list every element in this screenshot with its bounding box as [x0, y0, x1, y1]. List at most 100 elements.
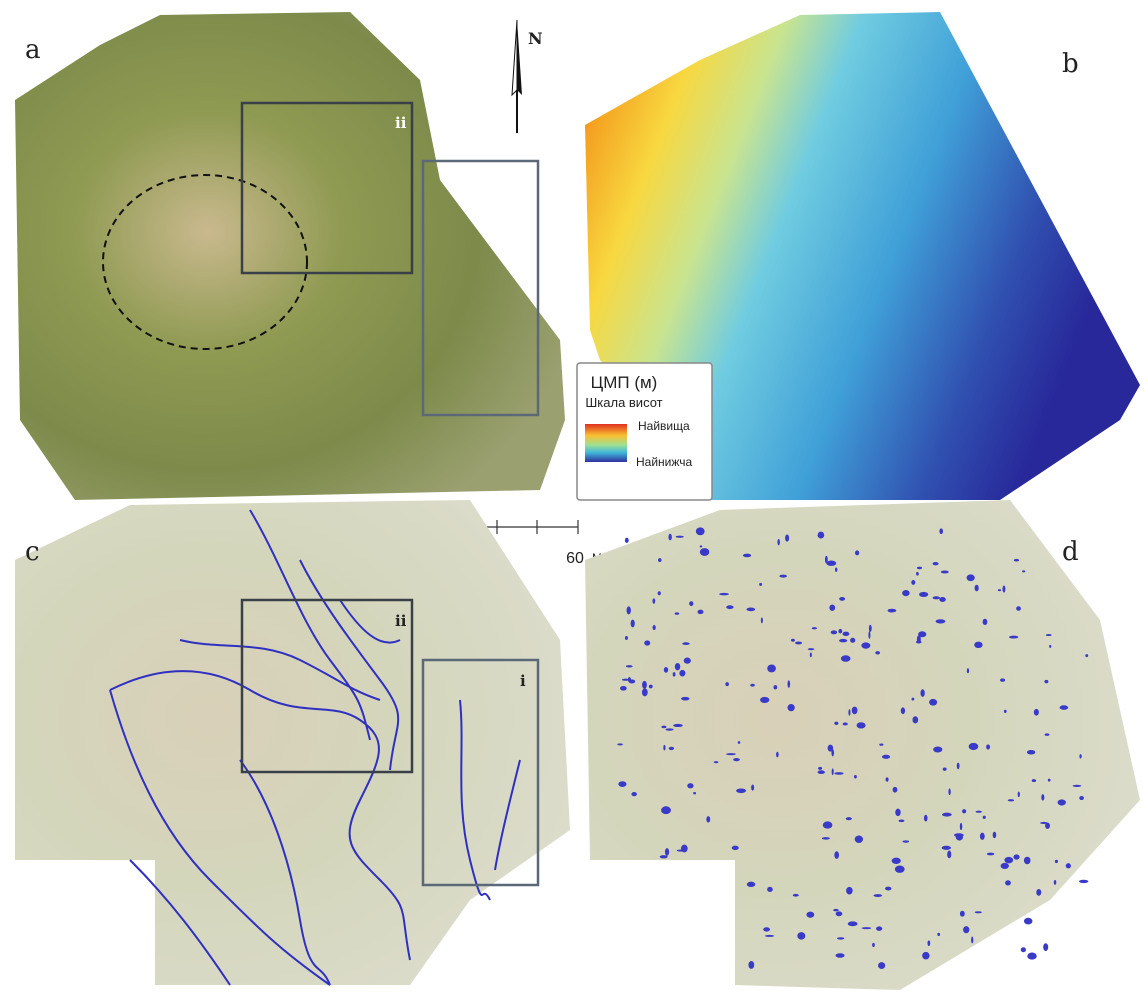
water-spot: [684, 658, 691, 664]
water-spot: [839, 639, 847, 643]
water-spot: [697, 610, 703, 614]
water-spot: [939, 528, 943, 534]
water-spot: [751, 784, 754, 790]
water-spot: [673, 724, 683, 727]
water-spot: [808, 648, 815, 650]
water-spot: [939, 597, 945, 602]
water-spot: [746, 608, 755, 612]
panel-label: d: [1062, 537, 1079, 567]
water-spot: [669, 747, 674, 750]
water-spot: [658, 558, 661, 562]
water-spot: [848, 921, 858, 926]
water-spot: [642, 681, 647, 689]
water-spot: [843, 632, 850, 636]
water-spot: [828, 745, 834, 752]
water-spot: [642, 688, 648, 696]
water-spot: [818, 532, 825, 539]
water-spot: [785, 534, 789, 541]
water-spot: [700, 548, 710, 556]
water-spot: [901, 707, 905, 714]
water-spot: [1085, 654, 1088, 657]
water-spot: [873, 894, 882, 897]
water-spot: [933, 746, 942, 752]
water-spot: [620, 686, 627, 691]
water-spot: [666, 728, 674, 730]
water-spot: [831, 630, 837, 634]
water-spot: [779, 575, 786, 578]
water-spot: [679, 670, 685, 677]
water-spot: [675, 612, 680, 614]
water-spot: [818, 770, 825, 774]
legend-ramp: [585, 424, 627, 462]
legend-title: ЦМП (м): [591, 373, 658, 392]
water-spot: [837, 937, 844, 939]
water-spot: [631, 620, 635, 628]
water-spot: [738, 741, 741, 744]
water-spot: [1079, 796, 1084, 800]
water-spot: [834, 722, 838, 725]
water-spot: [912, 716, 918, 723]
water-spot: [687, 783, 693, 788]
water-spot: [765, 935, 775, 937]
water-spot: [1046, 634, 1052, 636]
water-spot: [797, 932, 805, 940]
water-spot: [916, 640, 922, 643]
water-spot: [793, 894, 799, 897]
water-spot: [668, 534, 671, 541]
water-spot: [854, 775, 857, 778]
water-spot: [652, 598, 655, 604]
water-spot: [919, 592, 928, 597]
water-spot: [676, 536, 684, 538]
water-spot: [1066, 863, 1071, 868]
water-spot: [836, 911, 843, 916]
water-spot: [852, 707, 858, 715]
water-spot: [869, 625, 872, 632]
water-spot: [767, 887, 773, 892]
water-spot: [1040, 822, 1048, 824]
water-spot: [936, 619, 946, 623]
water-spot: [733, 758, 740, 761]
water-spot: [911, 580, 915, 585]
water-spot: [957, 763, 960, 770]
water-spot: [788, 704, 795, 711]
water-spot: [1049, 645, 1051, 648]
water-spot: [895, 866, 905, 873]
water-spot: [916, 572, 919, 576]
north-label: N: [528, 29, 543, 48]
water-spot: [681, 697, 689, 701]
water-spot: [743, 554, 751, 558]
legend-low: Найнижча: [636, 455, 693, 469]
water-spot: [1032, 779, 1036, 782]
water-spot: [1073, 785, 1082, 787]
water-spot: [763, 927, 770, 931]
water-spot: [960, 911, 965, 917]
water-spot: [954, 833, 964, 837]
water-spot: [1048, 779, 1051, 782]
water-spot: [661, 726, 666, 729]
water-spot: [696, 527, 705, 535]
water-spot: [777, 539, 779, 545]
water-spot: [834, 772, 843, 775]
orthophoto: [15, 12, 565, 500]
water-spot: [1002, 585, 1005, 592]
water-spot: [885, 887, 891, 891]
water-spot: [846, 887, 853, 895]
water-spot: [983, 816, 986, 819]
water-spot: [975, 911, 982, 913]
water-spot: [818, 767, 822, 770]
water-spot: [832, 768, 834, 775]
water-spot: [823, 821, 833, 828]
water-spot: [1014, 559, 1019, 562]
water-spot: [1016, 606, 1021, 611]
water-spot: [862, 927, 872, 929]
water-spot: [1022, 570, 1025, 572]
water-spot: [879, 743, 883, 745]
water-spot: [795, 642, 802, 645]
water-spot: [660, 855, 668, 858]
water-spot: [917, 567, 922, 570]
orthophoto: [15, 500, 570, 985]
water-spot: [846, 817, 852, 820]
water-spot: [960, 823, 962, 830]
water-spot: [963, 926, 969, 933]
water-spot: [833, 909, 839, 912]
